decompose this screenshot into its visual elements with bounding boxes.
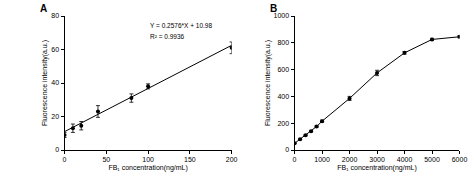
svg-text:0: 0 [285,146,289,153]
svg-text:200: 200 [277,120,289,127]
svg-text:100: 100 [142,156,154,163]
svg-text:800: 800 [277,39,289,46]
svg-text:0: 0 [293,156,297,163]
svg-text:40: 40 [51,79,59,86]
svg-text:200: 200 [226,156,238,163]
svg-text:Fluorescence intensity(a.u.): Fluorescence intensity(a.u.) [264,40,272,126]
svg-text:60: 60 [51,46,59,53]
svg-text:600: 600 [277,66,289,73]
svg-text:FB₁ concentration(ng/mL): FB₁ concentration(ng/mL) [337,164,416,172]
svg-text:20: 20 [51,113,59,120]
svg-text:R² = 0.9936: R² = 0.9936 [150,33,185,40]
svg-text:6000: 6000 [452,156,468,163]
svg-text:Y = 0.2576*X + 10.98: Y = 0.2576*X + 10.98 [150,22,212,29]
svg-text:150: 150 [184,156,196,163]
svg-text:50: 50 [102,156,110,163]
svg-text:A: A [40,3,47,14]
svg-text:Fluorescence intensity(a.u.): Fluorescence intensity(a.u.) [41,40,49,126]
svg-text:400: 400 [277,93,289,100]
svg-text:2000: 2000 [342,156,358,163]
svg-text:1000: 1000 [314,156,330,163]
svg-text:0: 0 [55,146,59,153]
svg-text:FB₁ concentration(ng/mL): FB₁ concentration(ng/mL) [108,164,187,172]
svg-text:4000: 4000 [397,156,413,163]
svg-text:5000: 5000 [424,156,440,163]
svg-text:B: B [270,3,277,14]
svg-text:1000: 1000 [274,12,290,19]
svg-text:3000: 3000 [369,156,385,163]
svg-text:80: 80 [51,12,59,19]
svg-text:0: 0 [63,156,67,163]
